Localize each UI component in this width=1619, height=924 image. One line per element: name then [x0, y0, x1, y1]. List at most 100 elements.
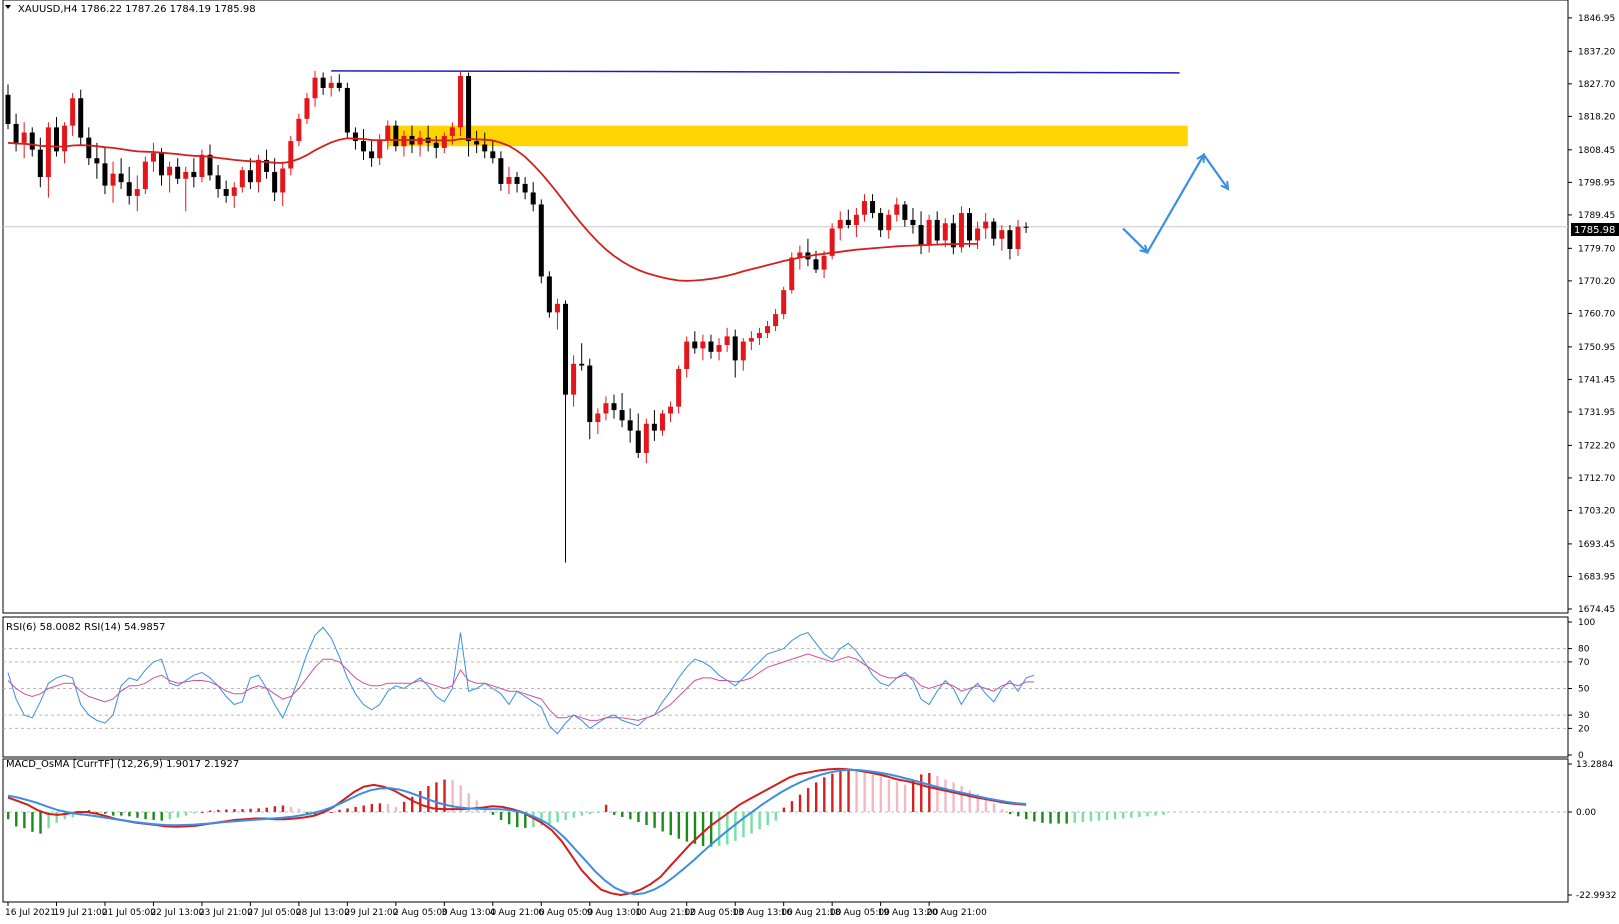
candle-body — [264, 159, 270, 172]
candle-body — [199, 154, 205, 178]
candle-body — [861, 201, 867, 215]
macd-histogram-bar — [556, 811, 559, 823]
macd-histogram-bar — [112, 811, 115, 816]
time-axis-label: 28 Jul 13:00 — [296, 908, 350, 918]
candle-body — [255, 159, 261, 183]
macd-histogram-bar — [952, 782, 955, 812]
macd-histogram-bar — [128, 811, 131, 817]
macd-histogram-bar — [265, 807, 268, 812]
candle-body — [999, 230, 1005, 239]
rsi-series-line — [7, 626, 1035, 735]
macd-histogram-bar — [346, 808, 349, 812]
macd-histogram-bar — [362, 805, 365, 812]
candle-body — [530, 192, 536, 205]
macd-histogram-bar — [459, 785, 462, 812]
candle-body — [466, 75, 472, 142]
rsi-axis-label: 0 — [1578, 751, 1584, 761]
macd-histogram-bar — [960, 785, 963, 812]
candle-body — [603, 403, 609, 414]
macd-histogram-bar — [71, 811, 75, 818]
candle-body — [708, 341, 714, 352]
macd-histogram-bar — [1049, 811, 1052, 824]
macd-histogram-bar — [273, 806, 277, 812]
candle-body — [1015, 226, 1021, 250]
candle-body — [296, 118, 302, 142]
projection-path — [1122, 152, 1229, 255]
macd-histogram-bar — [1162, 811, 1165, 815]
time-axis-label: 22 Jul 13:00 — [150, 908, 204, 918]
price-axis-label: 1818.20 — [1578, 112, 1615, 122]
candle-body — [870, 201, 876, 214]
candle-body — [886, 214, 892, 231]
candle-body — [78, 98, 84, 138]
candle-body — [417, 137, 423, 145]
candle-body — [635, 430, 641, 453]
price-axis-label: 1741.45 — [1578, 375, 1615, 385]
macd-panel-header: MACD_OsMA [CurrTF] (12,26,9) 1.9017 2.19… — [6, 759, 239, 770]
candle-body — [700, 341, 706, 349]
macd-histogram-bar — [645, 811, 648, 825]
macd-histogram-bar — [734, 811, 737, 841]
macd-histogram-bar — [249, 808, 252, 812]
macd-histogram-bar — [621, 811, 624, 818]
rsi-axis-label: 70 — [1578, 658, 1590, 668]
candle-body — [37, 149, 43, 178]
macd-histogram-bar — [604, 804, 608, 812]
macd-histogram-bar — [693, 811, 697, 844]
candle-body — [175, 166, 181, 179]
macd-histogram-bar — [1154, 811, 1157, 816]
macd-histogram-bar — [443, 779, 446, 812]
candle-body — [563, 303, 569, 395]
current-price-tag-bg — [1571, 223, 1619, 236]
candle-body — [272, 171, 278, 193]
candle-body — [304, 98, 310, 119]
macd-histogram-bar — [402, 801, 406, 812]
macd-histogram-bar — [1033, 811, 1036, 822]
macd-histogram-bar — [1065, 811, 1068, 824]
macd-histogram-bar — [297, 808, 301, 812]
time-axis-label: 3 Aug 13:00 — [441, 908, 496, 918]
candle-body — [441, 135, 447, 148]
candle-body — [991, 221, 997, 239]
candle-body — [950, 223, 956, 248]
time-axis-label: 6 Aug 05:00 — [538, 908, 593, 918]
candle-body — [191, 171, 197, 178]
candle-body — [587, 365, 593, 423]
macd-histogram-bar — [790, 801, 794, 812]
macd-histogram-bar — [419, 791, 422, 812]
macd-histogram-bar — [39, 811, 42, 834]
macd-histogram-bar — [911, 780, 915, 812]
collapse-triangle-icon[interactable] — [5, 5, 11, 9]
macd-panel-frame — [2, 758, 1569, 903]
macd-histogram-bar — [1081, 811, 1085, 823]
macd-histogram-bar — [241, 809, 244, 812]
time-axis-label: 23 Jul 21:00 — [199, 908, 253, 918]
macd-histogram-bar — [564, 811, 567, 820]
candle-body — [312, 77, 318, 99]
candle-body — [894, 204, 900, 215]
time-axis-label: 21 Jul 05:00 — [102, 908, 156, 918]
candle-body — [102, 163, 108, 186]
time-axis-label: 19 Jul 21:00 — [53, 908, 107, 918]
rsi-axis-label: 100 — [1578, 618, 1595, 628]
candle-body — [457, 75, 463, 128]
candle-body — [554, 303, 560, 313]
candle-body — [942, 223, 948, 241]
macd-histogram-bar — [516, 811, 519, 828]
price-axis-label: 1712.70 — [1578, 474, 1615, 484]
macd-histogram-bar — [200, 811, 204, 813]
time-axis-label: 16 Aug 21:00 — [781, 908, 842, 918]
time-axis-label: 16 Jul 2021 — [5, 908, 56, 918]
candle-body — [878, 213, 884, 231]
candle-body — [668, 406, 674, 414]
macd-histogram-bar — [661, 811, 664, 832]
macd-histogram-bar — [968, 790, 971, 812]
candle-body — [482, 144, 488, 152]
macd-histogram-bar — [475, 800, 479, 812]
candle-body — [522, 183, 528, 193]
macd-histogram-bar — [63, 811, 66, 820]
price-panel-frame — [2, 0, 1569, 614]
candle-body — [983, 221, 989, 229]
candle-body — [223, 189, 229, 196]
